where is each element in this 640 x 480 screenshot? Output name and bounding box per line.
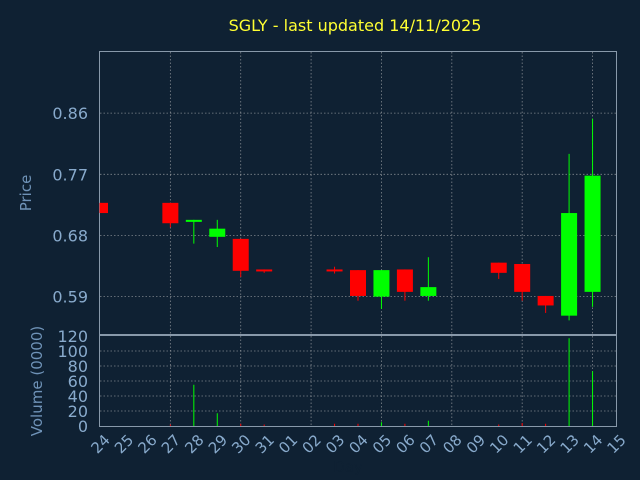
candle-body (185, 219, 202, 222)
volume-axis-label: Volume (0000) (28, 326, 46, 436)
candle-body (326, 269, 343, 272)
volume-tick-label: 60 (68, 372, 88, 391)
volume-tick-label: 100 (57, 342, 88, 361)
day-tick-label: 15 (604, 431, 630, 457)
candle-body (256, 269, 273, 272)
volume-tick-label: 80 (68, 357, 88, 376)
day-tick-label: 24 (88, 431, 114, 457)
volume-bars (169, 338, 594, 426)
price-ticks: 0.59 0.68 0.77 0.86 (52, 104, 88, 306)
day-tick-label: 02 (299, 431, 325, 457)
day-tick-label: 27 (158, 431, 184, 457)
day-tick-label: 08 (439, 431, 465, 457)
candle-body (350, 270, 366, 296)
candle-body (396, 269, 413, 292)
candle-body (209, 228, 226, 237)
price-panel-frame (99, 51, 617, 335)
volume-tick-label: 120 (57, 327, 88, 346)
candle-body (232, 238, 249, 271)
day-tick-label: 10 (486, 431, 512, 457)
price-tick-label: 0.86 (52, 104, 88, 123)
x-axis-label: Day (333, 458, 363, 476)
grid (100, 52, 616, 426)
candle-body (162, 202, 179, 224)
candle-body (490, 262, 507, 273)
day-tick-label: 12 (533, 431, 559, 457)
day-ticks: 2425262728293031010203040506070809101112… (88, 431, 630, 457)
day-tick-label: 13 (557, 431, 583, 457)
candle-body (514, 264, 531, 292)
price-tick-label: 0.68 (52, 226, 88, 245)
day-tick-label: 06 (392, 431, 418, 457)
candle-body (373, 270, 390, 297)
day-tick-label: 04 (346, 431, 372, 457)
day-tick-label: 25 (111, 431, 137, 457)
candle-body (584, 175, 601, 292)
chart-title: SGLY - last updated 14/11/2025 (229, 16, 482, 35)
price-tick-label: 0.77 (52, 165, 88, 184)
price-tick-label: 0.59 (52, 288, 88, 307)
price-axis-label: Price (17, 175, 35, 212)
day-tick-label: 30 (228, 431, 254, 457)
day-tick-label: 26 (134, 431, 160, 457)
volume-panel-frame (99, 335, 617, 427)
day-tick-label: 28 (181, 431, 207, 457)
day-tick-label: 09 (463, 431, 489, 457)
volume-tick-label: 40 (68, 387, 88, 406)
day-tick-label: 31 (252, 431, 278, 457)
day-tick-label: 11 (510, 431, 536, 457)
day-tick-label: 05 (369, 431, 395, 457)
candles (99, 118, 601, 321)
day-tick-label: 01 (275, 431, 301, 457)
day-tick-label: 07 (416, 431, 442, 457)
candle-body (537, 295, 554, 306)
volume-tick-label: 0 (78, 417, 88, 436)
candle-body (100, 202, 108, 214)
day-tick-label: 29 (205, 431, 231, 457)
day-tick-label: 14 (580, 431, 606, 457)
candle-body (561, 213, 578, 316)
day-tick-label: 03 (322, 431, 348, 457)
volume-tick-label: 20 (68, 402, 88, 421)
candle-body (420, 287, 437, 296)
